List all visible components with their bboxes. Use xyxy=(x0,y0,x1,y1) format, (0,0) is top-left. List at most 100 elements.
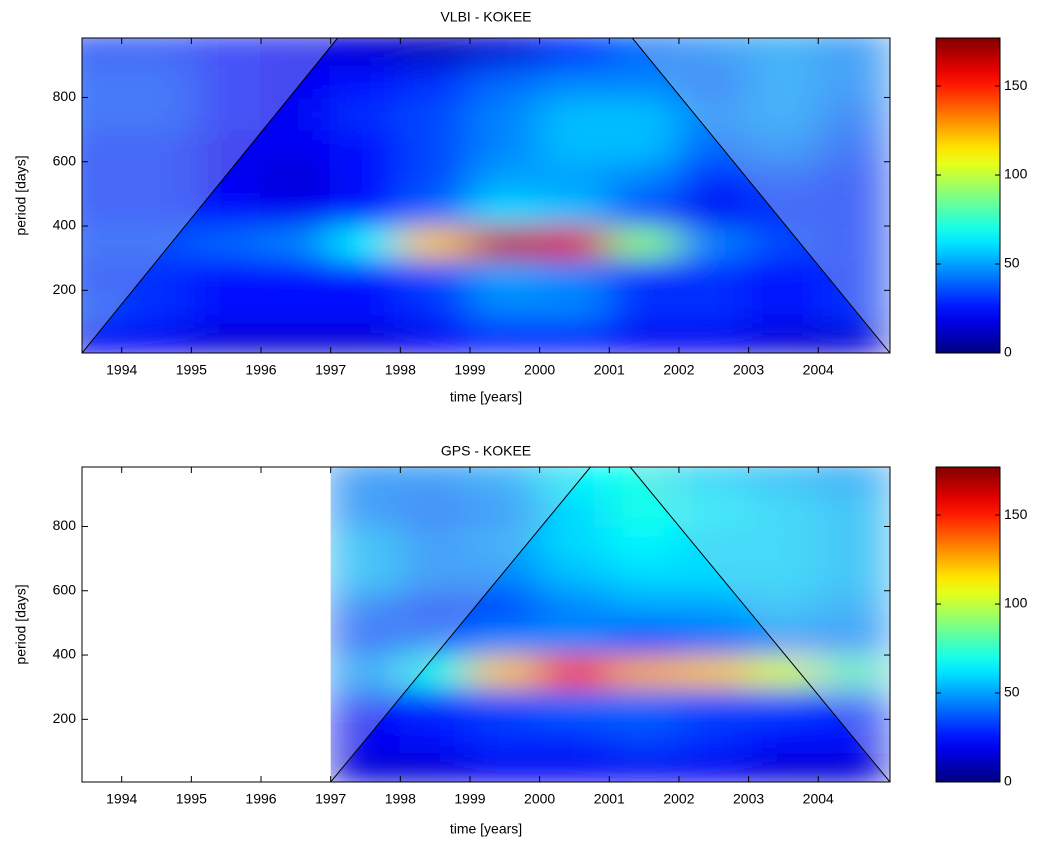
heatmap-cell xyxy=(260,257,332,292)
heatmap-cell xyxy=(468,321,541,353)
heatmap-cell xyxy=(190,38,263,67)
heatmap-cell xyxy=(817,289,889,324)
heatmap-cell xyxy=(468,557,541,592)
x-tick-label: 2004 xyxy=(803,362,834,378)
heatmap-cell xyxy=(190,96,263,131)
heatmap-cell xyxy=(190,225,263,260)
heatmap-cell xyxy=(399,160,471,195)
heatmap-cell xyxy=(120,192,193,228)
heatmap-cell xyxy=(677,321,750,353)
heatmap-cell xyxy=(399,654,471,689)
x-tick-label: 2001 xyxy=(594,362,625,378)
heatmap-cell xyxy=(399,321,471,353)
colorbar-tick-label: 50 xyxy=(1004,684,1020,700)
heatmap-cell xyxy=(817,192,889,228)
heatmap-cell xyxy=(260,96,332,131)
x-axis-label: time [years] xyxy=(450,821,522,837)
heatmap-cell xyxy=(747,225,820,260)
heatmap-cell xyxy=(608,686,680,721)
heatmap-cell xyxy=(817,686,889,721)
heatmap-cell xyxy=(120,289,193,324)
heatmap-cell xyxy=(82,38,123,67)
heatmap-cell xyxy=(399,289,471,324)
heatmap-cell xyxy=(677,525,750,560)
heatmap-cell xyxy=(677,621,750,657)
heatmap-cell xyxy=(329,38,402,67)
heatmap-cell xyxy=(677,257,750,292)
heatmap-cell xyxy=(82,96,123,131)
heatmap-cell xyxy=(538,686,611,721)
heatmap-smooth xyxy=(329,467,889,782)
heatmap-cell xyxy=(608,621,680,657)
heatmap-cell xyxy=(608,192,680,228)
heatmap-cell xyxy=(468,160,541,195)
heatmap-cell xyxy=(399,96,471,131)
heatmap-cell xyxy=(468,686,541,721)
heatmap-cell xyxy=(399,686,471,721)
heatmap-cell xyxy=(538,589,611,624)
x-tick-label: 1994 xyxy=(106,791,137,807)
heatmap-cell xyxy=(399,192,471,228)
chart-title: VLBI - KOKEE xyxy=(440,9,531,25)
heatmap-cell xyxy=(468,654,541,689)
heatmap-cell xyxy=(468,96,541,131)
heatmap-cell xyxy=(82,289,123,324)
heatmap-cell xyxy=(608,750,680,782)
heatmap-cell xyxy=(260,64,332,99)
y-tick-label: 200 xyxy=(53,710,77,726)
heatmap-cell xyxy=(608,160,680,195)
heatmap-cell xyxy=(329,257,402,292)
heatmap-cell xyxy=(82,225,123,260)
heatmap-cell xyxy=(817,621,889,657)
heatmap-cell xyxy=(399,718,471,753)
heatmap-cell xyxy=(608,257,680,292)
heatmap-cell xyxy=(399,38,471,67)
y-tick-label: 600 xyxy=(53,581,77,597)
heatmap-cell xyxy=(747,192,820,228)
heatmap-cell xyxy=(608,467,680,496)
heatmap-cell xyxy=(399,589,471,624)
chart-title: GPS - KOKEE xyxy=(441,443,531,459)
heatmap-cell xyxy=(190,192,263,228)
heatmap-cell xyxy=(538,38,611,67)
heatmap-cell xyxy=(260,38,332,67)
colorbar-tick-label: 0 xyxy=(1004,773,1012,789)
heatmap-cell xyxy=(817,718,889,753)
heatmap-cell xyxy=(677,38,750,67)
heatmap-cell xyxy=(747,718,820,753)
heatmap-cell xyxy=(747,493,820,528)
heatmap-cells xyxy=(82,467,890,782)
heatmap-cell xyxy=(747,64,820,99)
heatmap-cell xyxy=(468,64,541,99)
heatmap-cell xyxy=(608,289,680,324)
heatmap-cell xyxy=(538,192,611,228)
heatmap-cell xyxy=(329,750,402,782)
x-tick-label: 1998 xyxy=(385,791,416,807)
y-axis-label: period [days] xyxy=(13,155,29,235)
x-tick-label: 2000 xyxy=(524,791,555,807)
heatmap-cell xyxy=(399,750,471,782)
colorbar xyxy=(935,466,1001,783)
y-tick-label: 800 xyxy=(53,88,77,104)
colorbar-tick-label: 0 xyxy=(1004,344,1012,360)
heatmap-cell xyxy=(190,321,263,353)
heatmap-cell xyxy=(677,467,750,496)
heatmap-cell xyxy=(747,160,820,195)
heatmap-cell xyxy=(538,257,611,292)
x-tick-label: 1995 xyxy=(176,791,207,807)
x-tick-label: 1997 xyxy=(315,791,346,807)
heatmap-cell xyxy=(817,654,889,689)
heatmap-cell xyxy=(747,467,820,496)
x-tick-label: 2002 xyxy=(663,362,694,378)
heatmap-cell xyxy=(747,750,820,782)
plot-frame xyxy=(81,466,891,783)
heatmap-cell xyxy=(538,718,611,753)
heatmap-cell xyxy=(120,64,193,99)
heatmap-cell xyxy=(677,750,750,782)
x-tick-label: 1994 xyxy=(106,362,137,378)
heatmap-cell xyxy=(817,160,889,195)
heatmap-cell xyxy=(190,160,263,195)
heatmap-cell xyxy=(747,257,820,292)
heatmap-cell xyxy=(329,557,402,592)
